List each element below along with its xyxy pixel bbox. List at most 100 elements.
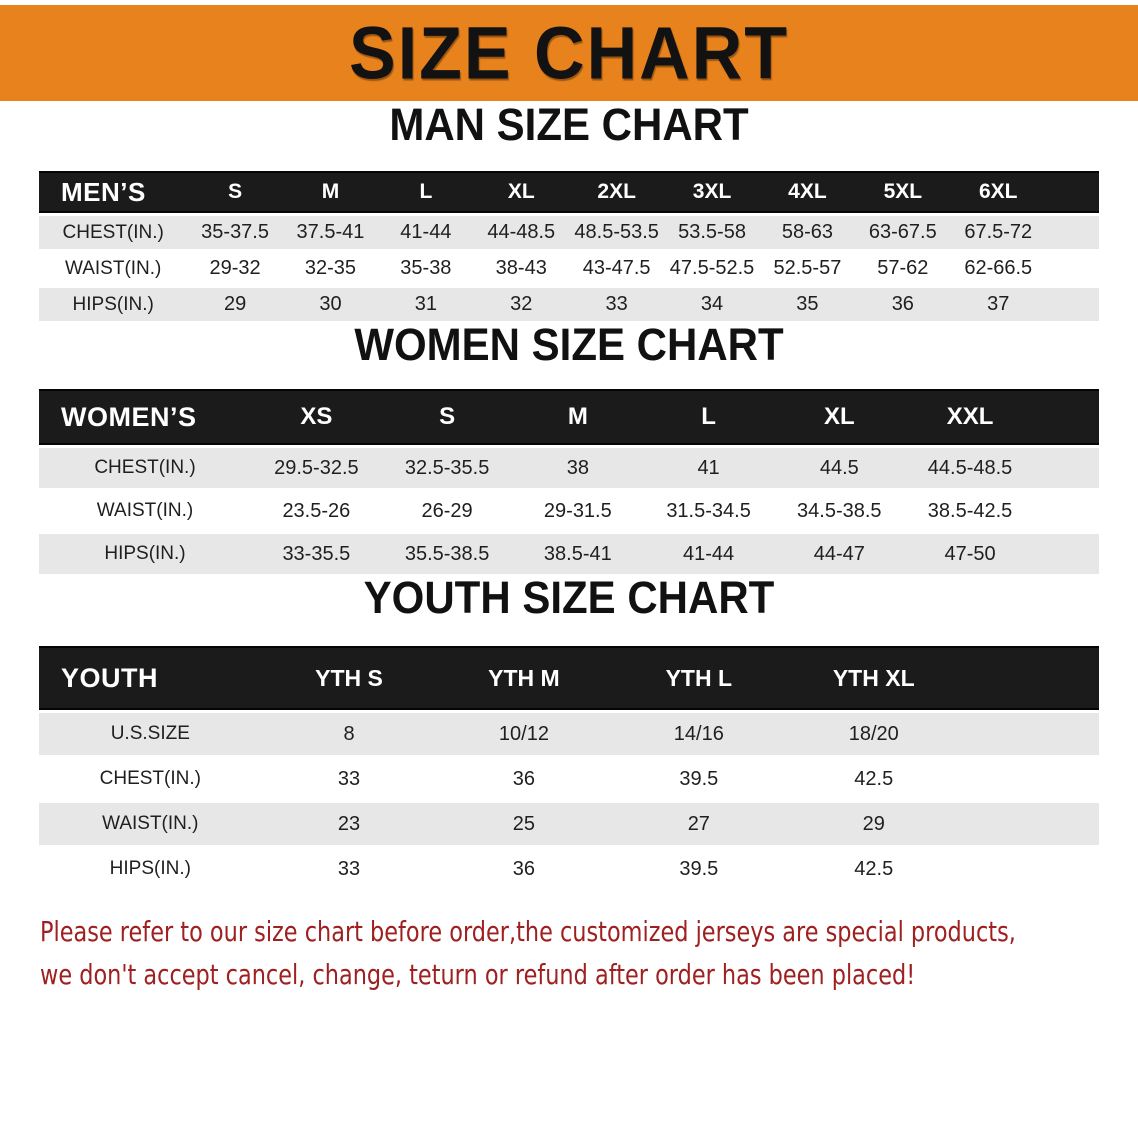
size-value-cell: 23.5-26 [251,488,382,531]
row-label: WAIST(IN.) [39,249,188,285]
size-value-cell: 37 [950,285,1046,321]
size-value-cell: 25 [436,800,612,845]
spacer-cell [1035,531,1099,574]
table-title-cell: MEN’S [39,171,188,213]
disclaimer-line-1: Please refer to our size chart before or… [40,915,1016,948]
size-value-cell: 37.5-41 [282,213,379,249]
men-size-section: MAN SIZE CHART MEN’S S M L XL 2XL 3XL 4XL 5XL 6XL… [0,99,1138,321]
size-value-cell: 44.5 [773,445,905,488]
size-value-cell: 32-35 [282,249,379,285]
row-label: WAIST(IN.) [39,800,262,845]
spacer-cell [961,646,1099,710]
size-value-cell: 29.5-32.5 [251,445,382,488]
table-row: WAIST(IN.) 29-32 32-35 35-38 38-43 43-47.5 47.… [39,249,1099,285]
size-value-cell: 23 [261,800,437,845]
table-row: HIPS(IN.) 33 36 39.5 42.5 [39,845,1099,890]
size-column-header: S [381,389,513,445]
table-row: WAIST(IN.) 23 25 27 29 [39,800,1099,845]
size-column-header: YTH XL [786,646,962,710]
row-label: HIPS(IN.) [39,845,262,890]
spacer-cell [1046,249,1099,285]
table-row: U.S.SIZE 8 10/12 14/16 18/20 [39,710,1099,755]
row-label: WAIST(IN.) [39,488,251,531]
size-value-cell: 26-29 [381,488,513,531]
order-disclaimer: Please refer to our size chart before or… [40,910,1016,997]
size-value-cell: 18/20 [786,710,962,755]
size-value-cell: 39.5 [611,755,787,800]
size-value-cell: 29-31.5 [512,488,644,531]
row-label: HIPS(IN.) [39,285,188,321]
size-value-cell: 27 [611,800,787,845]
table-row: HIPS(IN.) 29 30 31 32 33 34 35 36 37 [39,285,1099,321]
size-value-cell: 42.5 [786,755,962,800]
spacer-cell [1035,488,1099,531]
table-row: CHEST(IN.) 35-37.5 37.5-41 41-44 44-48.5 48.5… [39,213,1099,249]
size-column-header: XS [251,389,382,445]
size-value-cell: 31.5-34.5 [643,488,774,531]
youth-section-heading: YOUTH SIZE CHART [363,572,775,623]
size-value-cell: 29 [786,800,962,845]
size-table: WOMEN’S XS S M L XL XXL CHEST(IN.) 29.5-32.5 32.5… [39,389,1099,574]
size-value-cell: 36 [436,845,612,890]
table-header-row: WOMEN’S XS S M L XL XXL [39,389,1099,445]
size-value-cell: 41-44 [643,531,774,574]
row-label: CHEST(IN.) [39,445,251,488]
size-column-header: L [643,389,774,445]
size-value-cell: 52.5-57 [759,249,856,285]
spacer-cell [1046,171,1099,213]
table-header-row: YOUTH YTH S YTH M YTH L YTH XL [39,646,1099,710]
table-row: WAIST(IN.) 23.5-26 26-29 29-31.5 31.5-34.5 34… [39,488,1099,531]
size-value-cell: 38 [512,445,644,488]
size-value-cell: 53.5-58 [664,213,760,249]
youth-size-section: YOUTH SIZE CHART YOUTH YTH S YTH M YTH L YTH… [0,572,1138,890]
size-column-header: M [512,389,644,445]
size-column-header: 3XL [664,171,760,213]
women-section-heading: WOMEN SIZE CHART [354,319,784,370]
table-header-row: MEN’S S M L XL 2XL 3XL 4XL 5XL 6XL [39,171,1099,213]
size-value-cell: 35-38 [378,249,474,285]
size-value-cell: 48.5-53.5 [568,213,665,249]
spacer-cell [961,710,1099,755]
size-value-cell: 8 [261,710,437,755]
size-value-cell: 10/12 [436,710,612,755]
size-value-cell: 63-67.5 [855,213,951,249]
size-value-cell: 29 [187,285,283,321]
size-value-cell: 14/16 [611,710,787,755]
size-value-cell: 33-35.5 [251,531,382,574]
table-title-cell: YOUTH [39,646,262,710]
size-value-cell: 42.5 [786,845,962,890]
size-value-cell: 62-66.5 [950,249,1046,285]
spacer-cell [1035,389,1099,445]
size-value-cell: 31 [378,285,474,321]
size-table: MEN’S S M L XL 2XL 3XL 4XL 5XL 6XL CHEST(IN.) 35-37… [39,171,1099,321]
row-label: U.S.SIZE [39,710,262,755]
size-value-cell: 38.5-42.5 [904,488,1036,531]
size-column-header: M [282,171,379,213]
size-chart-banner: SIZE CHART [0,5,1138,101]
size-table: YOUTH YTH S YTH M YTH L YTH XL U.S.SIZE 8 10/12… [39,646,1099,890]
row-label: CHEST(IN.) [39,755,262,800]
women-size-table-container: WOMEN’S XS S M L XL XXL CHEST(IN.) 29.5-32.5 32.5… [39,389,1099,574]
men-section-heading: MAN SIZE CHART [389,99,749,150]
size-value-cell: 35.5-38.5 [381,531,513,574]
row-label: CHEST(IN.) [39,213,188,249]
row-label: HIPS(IN.) [39,531,251,574]
size-value-cell: 30 [282,285,379,321]
size-value-cell: 38-43 [473,249,569,285]
spacer-cell [1046,213,1099,249]
table-row: CHEST(IN.) 29.5-32.5 32.5-35.5 38 41 44.5 44.5… [39,445,1099,488]
size-value-cell: 34.5-38.5 [773,488,905,531]
spacer-cell [961,845,1099,890]
size-column-header: YTH M [436,646,612,710]
size-value-cell: 32.5-35.5 [381,445,513,488]
size-value-cell: 32 [473,285,569,321]
size-value-cell: 35 [759,285,856,321]
page-title: SIZE CHART [349,11,789,95]
youth-size-table-container: YOUTH YTH S YTH M YTH L YTH XL U.S.SIZE 8 10/12… [39,646,1099,890]
size-column-header: 4XL [759,171,856,213]
spacer-cell [961,800,1099,845]
table-title-cell: WOMEN’S [39,389,251,445]
size-column-header: XXL [904,389,1036,445]
table-row: HIPS(IN.) 33-35.5 35.5-38.5 38.5-41 41-44 44-… [39,531,1099,574]
size-column-header: 6XL [950,171,1046,213]
